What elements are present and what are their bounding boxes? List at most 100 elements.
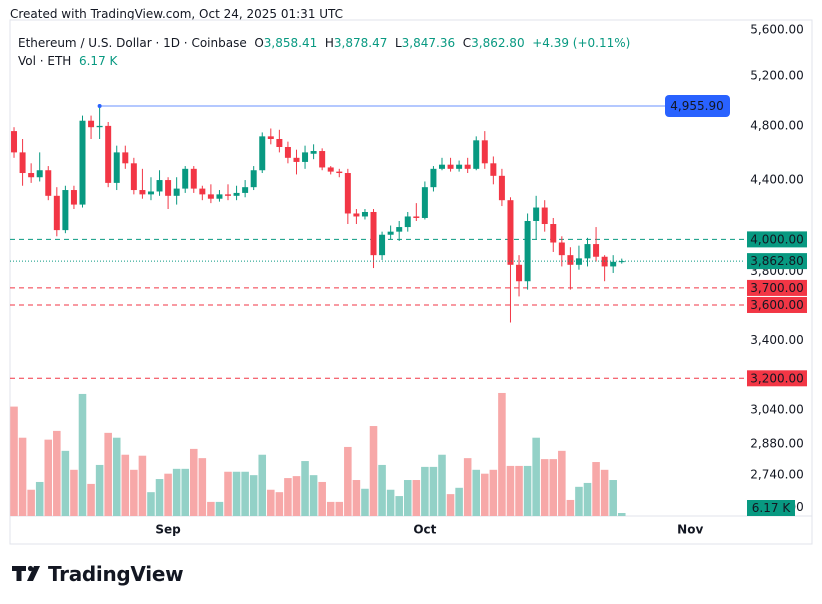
volume-bar [429,466,438,516]
volume-bar [361,488,369,516]
price-line-label-box [747,296,807,313]
price-line-label: 3,700.00 [750,281,803,295]
candle-body [327,167,334,172]
volume-bar [35,481,44,516]
volume-bar [506,465,515,516]
price-line-label: 4,000.00 [750,232,803,246]
candle-body [105,125,112,183]
candle-body [387,231,394,235]
volume-bar [540,459,549,516]
volume-bar [207,501,215,516]
y-tick-label: 3,400.00 [750,333,803,347]
candle-body [190,168,197,189]
volume-label: 6.17 K [752,501,792,515]
legend-title: Ethereum / U.S. Dollar · 1D · Coinbase [18,36,247,50]
alert-dot [97,103,102,108]
legend-h: 3,878.47 [333,36,388,50]
candle-body [584,244,591,259]
candle-body [447,164,454,169]
volume-bar [147,492,155,516]
volume-bar [335,501,344,516]
candle-body [53,195,60,231]
candle-body [225,194,232,196]
volume-bar [575,486,583,516]
volume-bar [558,450,566,516]
candle-body [533,207,540,221]
volume-bar [455,487,463,516]
candle-body [344,173,351,214]
candle-body [421,187,428,218]
price-line-label-box [747,279,807,296]
candle-body [618,261,625,263]
legend-row: Vol · ETH 6.17 K [18,52,630,70]
volume-bar [412,480,421,516]
volume-bar [78,393,87,516]
candle-body [396,227,403,232]
candle-body [45,170,52,196]
candle-body [310,151,317,154]
candle-body [498,175,505,201]
frame [9,19,813,545]
volume-bar [386,489,395,516]
candle-body [36,170,43,178]
candle-body [122,152,129,164]
volume-bar [318,481,326,516]
candle-body [430,168,437,188]
candle-body [267,136,274,139]
candle-body [379,234,386,256]
candle-body [259,136,266,171]
candle-body [28,173,35,178]
volume-bar [53,430,61,516]
volume-bar [301,461,309,516]
volume-bar [592,462,600,516]
x-tick-label: Nov [677,523,703,537]
candle-body [456,164,463,169]
logo-icon [12,565,40,581]
candle-body [233,192,240,196]
volume-bar [61,450,70,516]
candle-body [464,164,471,169]
volume-bar [275,492,284,516]
volume-bar [155,479,164,516]
candle-body [139,190,146,195]
candle-body [147,191,154,195]
volume-bar [172,468,181,516]
candle-body [336,171,343,174]
volume-bar [421,466,429,516]
credit: Created with TradingView.com, Oct 24, 20… [10,7,344,21]
volume-bar [70,469,78,516]
candle-body [302,152,309,162]
volume-bar [27,489,35,516]
alert-label: 4,955.90 [670,99,723,113]
price-line-label: 3,200.00 [750,371,803,385]
candle-body [88,120,95,128]
y-tick-label: 2,880.00 [750,436,803,450]
legend-o: 3,858.41 [263,36,318,50]
price-line-label-box [747,370,807,387]
volume-bar [549,459,558,516]
candle-body [199,188,206,195]
candle-body [490,163,497,176]
candle-body [276,138,283,147]
candle-body [593,244,600,257]
candle-body [524,220,531,282]
last-price-label-box [747,253,807,270]
volume-bar [121,454,130,516]
volume-bar [600,469,609,516]
x-tick-label: Oct [413,523,436,537]
candle-body [370,211,377,256]
volume-bar [344,446,352,516]
volume-bar [583,482,592,516]
candle-body [413,216,420,218]
volume-bar [438,454,446,516]
volume-bar [352,480,361,516]
candle-body [19,152,26,174]
y-tick-label: 5,600.00 [750,22,803,36]
legend-c-label: C [462,36,472,50]
volume-bar [523,465,532,516]
y-tick-label: 2,740.00 [750,467,803,481]
candle-body [550,224,557,243]
y-tick-label: 4,400.00 [750,173,803,187]
